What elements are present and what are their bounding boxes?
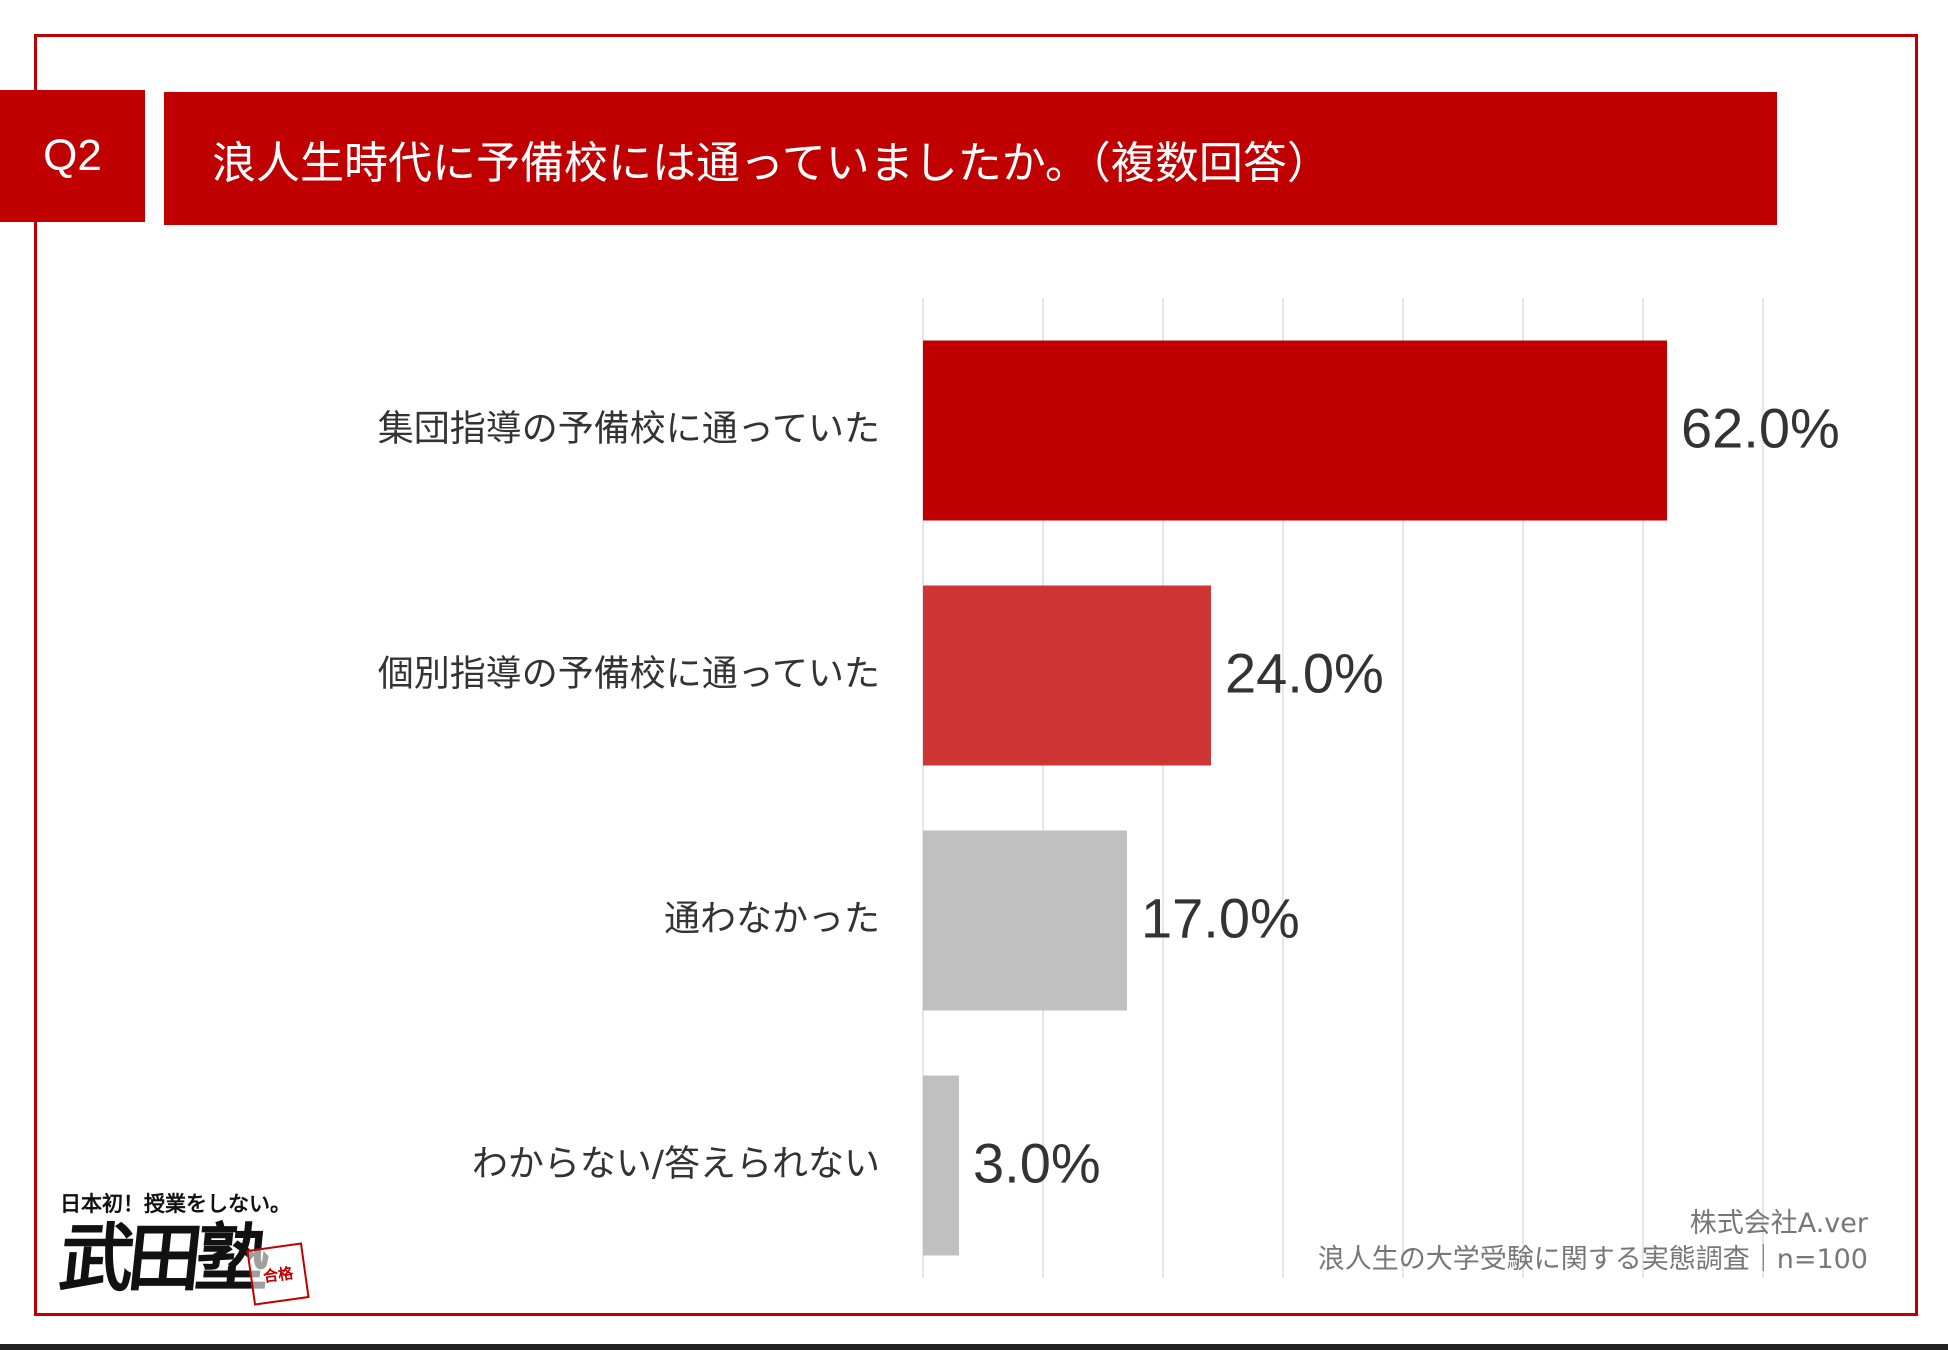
takeda-juku-logo: 日本初！授業をしない。 武田塾 合格 (55, 1188, 310, 1308)
category-label: 個別指導の予備校に通っていた (378, 654, 880, 695)
question-title-text: 浪人生時代に予備校には通っていましたか。（複数回答） (212, 137, 1331, 189)
question-number-badge: Q2 (0, 90, 145, 222)
bottom-rule (0, 1344, 1948, 1350)
chart-frame (34, 34, 1918, 1316)
bar (923, 585, 1211, 766)
logo-seal: 合格 (246, 1242, 310, 1306)
source-company: 株式会社A.ver (1689, 1208, 1868, 1239)
category-label: 通わなかった (664, 899, 880, 940)
question-title: 浪人生時代に予備校には通っていましたか。（複数回答） (164, 92, 1777, 225)
bar (923, 830, 1127, 1011)
value-labels: 62.0% 24.0% 17.0% 3.0% (973, 396, 1840, 1194)
bar (923, 1075, 959, 1256)
category-label: わからない/答えられない (472, 1144, 880, 1185)
source-note: 株式会社A.ver 浪人生の大学受験に関する実態調査｜n=100 (1318, 1206, 1868, 1279)
bar (923, 340, 1667, 521)
category-labels: 集団指導の予備校に通っていた個別指導の予備校に通っていた通わなかったわからない/… (378, 409, 880, 1185)
value-label: 24.0% (1225, 641, 1384, 704)
logo-tagline: 日本初！授業をしない。 (60, 1191, 291, 1216)
value-label: 3.0% (973, 1131, 1101, 1194)
chart-bars (923, 340, 1667, 1256)
value-label: 17.0% (1141, 886, 1300, 949)
source-survey: 浪人生の大学受験に関する実態調査｜n=100 (1317, 1244, 1868, 1276)
value-label: 62.0% (1681, 396, 1840, 459)
category-label: 集団指導の予備校に通っていた (378, 409, 880, 450)
